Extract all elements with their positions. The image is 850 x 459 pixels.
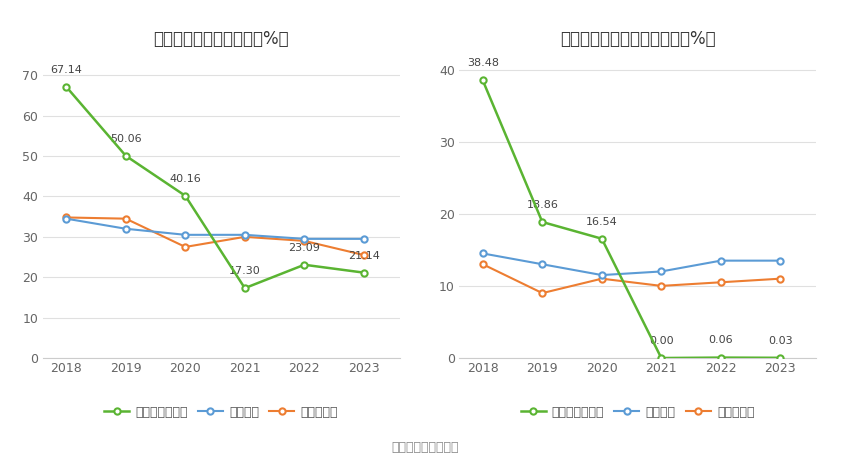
Text: 23.09: 23.09 xyxy=(288,243,320,252)
Text: 0.06: 0.06 xyxy=(709,336,733,346)
Text: 40.16: 40.16 xyxy=(169,174,201,184)
Legend: 有息资产负债率, 行业均值, 行业中位数: 有息资产负债率, 行业均值, 行业中位数 xyxy=(516,401,759,424)
Title: 近年来有息资产负债率情况（%）: 近年来有息资产负债率情况（%） xyxy=(559,30,716,48)
Text: 0.03: 0.03 xyxy=(768,336,792,346)
Text: 38.48: 38.48 xyxy=(467,58,499,68)
Text: 18.86: 18.86 xyxy=(526,200,558,210)
Text: 21.14: 21.14 xyxy=(348,251,380,261)
Text: 数据来源：恒生聚源: 数据来源：恒生聚源 xyxy=(391,442,459,454)
Text: 0.00: 0.00 xyxy=(649,336,673,346)
Legend: 公司资产负债率, 行业均值, 行业中位数: 公司资产负债率, 行业均值, 行业中位数 xyxy=(99,401,343,424)
Text: 17.30: 17.30 xyxy=(229,266,261,276)
Text: 50.06: 50.06 xyxy=(110,134,142,144)
Title: 近年来资产负债率情况（%）: 近年来资产负债率情况（%） xyxy=(153,30,289,48)
Text: 67.14: 67.14 xyxy=(50,65,82,75)
Text: 16.54: 16.54 xyxy=(586,217,618,227)
